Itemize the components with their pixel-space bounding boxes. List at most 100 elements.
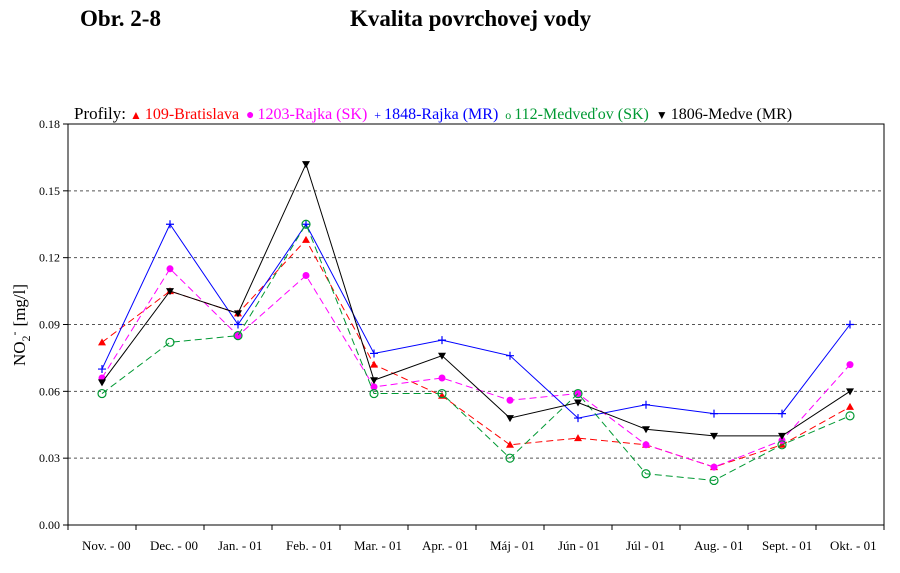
x-tick-label: Okt. - 01 [830,538,877,553]
grid-lines [68,190,884,459]
data-point [98,338,106,346]
data-point [506,396,514,404]
x-tick-label: Sept. - 01 [762,538,812,553]
series-line [101,268,851,468]
x-tick-label: Mar. - 01 [354,538,402,553]
legend-entry: 1203-Rajka (SK) [258,106,368,123]
y-tick-label: 0.15 [39,184,60,198]
series-group [97,161,855,486]
y-tick-label: 0.12 [39,251,60,265]
data-point [165,337,175,347]
data-point [642,441,650,449]
x-tick-label: Apr. - 01 [422,538,469,553]
figure-title: Kvalita povrchovej vody [350,6,592,31]
series-2 [98,265,854,471]
data-point [370,383,378,391]
legend-marker: ● [246,108,254,123]
data-point [301,219,311,229]
x-tick-label: Nov. - 00 [82,538,131,553]
data-point [369,388,379,399]
data-point [709,475,719,486]
data-point [573,388,583,399]
x-tick-label: Jan. - 01 [218,538,262,553]
data-point [710,409,718,418]
y-axis-label-sup: - [7,331,21,335]
data-point [438,352,446,360]
series-4 [97,219,855,486]
data-point [574,434,582,442]
data-point [846,388,854,396]
data-point [97,388,107,399]
legend-entry: 1848-Rajka (MR) [384,106,498,123]
data-point [574,414,582,423]
series-5 [98,161,854,440]
y-axis-label-main: NO [10,341,29,366]
data-point [506,351,514,360]
series-1 [98,235,854,471]
legend-marker: ▼ [656,108,668,122]
data-point [846,361,854,369]
y-axis-label-sub: 2 [19,335,33,341]
data-point [506,440,514,448]
legend: Profily: ▲ 109-Bratislava ● 1203-Rajka (SK) +… [74,104,792,123]
data-point [506,415,514,423]
data-point [370,360,378,368]
series-line [101,238,851,468]
data-point [166,220,174,229]
series-line [101,223,851,419]
data-point [302,235,310,243]
data-point [777,440,787,450]
y-axis-label-unit: [mg/l] [10,284,29,327]
data-point [98,379,106,387]
x-tick-label: Júl - 01 [626,538,665,553]
data-point [302,271,310,279]
data-point [846,402,854,410]
data-point [710,463,718,471]
data-point [641,469,651,479]
data-point [302,161,310,169]
x-tick-label: Máj - 01 [490,538,535,553]
data-point [778,409,786,418]
legend-entry: 1806-Medve (MR) [671,106,792,123]
data-point [846,320,854,329]
y-tick-label: 0.00 [39,518,60,532]
data-point [234,320,242,329]
y-tick-label: 0.18 [39,117,60,131]
data-point [166,265,174,273]
data-point [437,388,447,399]
legend-title: Profily: [74,104,126,123]
x-tick-label: Feb. - 01 [286,538,333,553]
series-line [101,162,851,437]
series-3 [98,220,854,423]
data-point [98,365,106,374]
y-tick-label: 0.03 [39,451,60,465]
data-point [642,426,650,434]
figure-label: Obr. 2-8 [80,6,161,31]
data-point [233,331,243,341]
data-point [438,374,446,382]
data-point [505,453,515,463]
data-point [642,400,650,409]
data-point [302,220,310,229]
y-axis: 0.00 0.03 0.06 0.09 0.12 0.15 0.18 [39,117,68,532]
data-point [166,288,174,296]
x-tick-label: Dec. - 00 [150,538,198,553]
data-point [710,432,718,440]
x-axis: Nov. - 00 Dec. - 00 Jan. - 01 Feb. - 01 Mar.… [67,525,885,553]
data-point [234,332,242,340]
y-tick-label: 0.06 [39,384,60,398]
y-tick-label: 0.09 [39,318,60,332]
data-point [438,336,446,345]
legend-marker: o [505,108,511,122]
data-point [370,377,378,385]
legend-entry: 112-Medveďov (SK) [514,106,649,123]
legend-entry: 109-Bratislava [145,106,239,123]
data-point [778,432,786,440]
series-line [101,223,851,481]
x-tick-label: Jún - 01 [558,538,600,553]
legend-marker: + [374,108,381,122]
data-point [574,399,582,407]
data-point [234,310,242,318]
x-tick-label: Aug. - 01 [694,538,743,553]
